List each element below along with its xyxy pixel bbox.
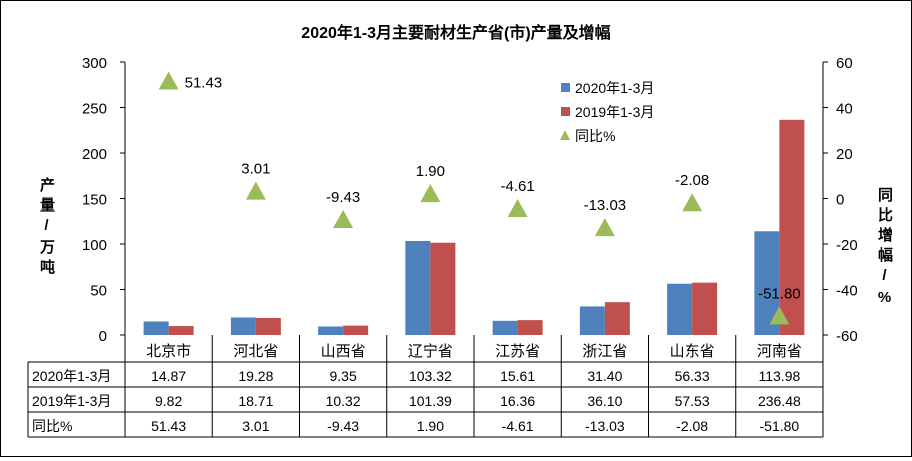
bar-2020 [492,320,518,335]
right-tick-label: 40 [836,101,853,118]
category-label: 河北省 [233,343,278,360]
bar-2019 [604,302,630,335]
category-label: 江苏省 [495,343,540,360]
table-cell: -9.43 [327,418,359,434]
legend-swatch [561,107,570,116]
table-cell: -2.08 [676,418,708,434]
triangle-marker [333,209,354,228]
table-cell: -51.80 [760,418,800,434]
table-cell: 113.98 [758,368,800,384]
bar-2020 [230,317,256,335]
table-cell: 9.82 [155,393,182,409]
table-cell: 18.71 [238,393,273,409]
table-cell: 9.35 [330,368,357,384]
left-tick-label: 0 [99,328,107,345]
category-label: 浙江省 [582,343,627,360]
bar-2019 [517,320,543,335]
table-cell: 103.32 [409,368,452,384]
table-row-header: 2020年1-3月 [32,368,111,384]
right-tick-label: 60 [836,55,853,72]
bar-2019 [692,282,718,335]
table-cell: 10.32 [326,393,361,409]
right-tick-label: 20 [836,146,853,163]
marker-data-label: 1.90 [416,163,445,180]
left-tick-label: 250 [82,101,107,118]
table-cell: -4.61 [502,418,534,434]
left-tick-label: 150 [82,192,107,209]
marker-data-label: -51.80 [758,285,801,302]
right-axis-title: 同比增幅/% [876,187,893,311]
left-tick-label: 100 [82,237,107,254]
table-cell: 36.10 [587,393,622,409]
bar-2019 [779,119,805,336]
marker-data-label: 51.43 [185,74,223,91]
table-cell: 3.01 [242,418,269,434]
table-cell: 14.87 [151,368,186,384]
category-label: 河南省 [757,343,802,360]
bar-2020 [318,326,344,335]
left-tick-label: 300 [82,55,107,72]
category-label: 北京市 [146,343,191,360]
bar-2020 [667,283,693,335]
triangle-marker [158,71,179,90]
table-cell: 101.39 [409,393,452,409]
table-cell: 16.36 [500,393,535,409]
triangle-marker [769,306,790,325]
left-tick-label: 50 [90,283,107,300]
marker-data-label: -2.08 [675,172,709,189]
bar-2020 [579,306,605,335]
bar-2019 [430,242,456,335]
triangle-marker [594,218,615,237]
legend-label: 2020年1-3月 [575,80,654,96]
category-label: 山东省 [670,343,715,360]
table-cell: 57.53 [675,393,710,409]
right-tick-label: -40 [836,283,858,300]
table-row-header: 2019年1-3月 [32,393,111,409]
triangle-marker [682,193,703,212]
bar-2019 [168,326,194,335]
category-label: 辽宁省 [408,343,453,360]
table-cell: 19.28 [238,368,273,384]
right-tick-label: 0 [836,192,844,209]
table-cell: 51.43 [151,418,186,434]
table-cell: 236.48 [758,393,801,409]
bar-2019 [343,325,369,335]
table-cell: 1.90 [417,418,444,434]
marker-data-label: -13.03 [584,197,627,214]
legend-swatch [561,83,570,92]
legend-label: 2019年1-3月 [575,104,654,120]
triangle-marker [245,181,266,200]
marker-data-label: 3.01 [241,161,270,178]
category-label: 山西省 [321,343,366,360]
marker-data-label: -9.43 [326,189,360,206]
chart-title: 2020年1-3月主要耐材生产省(市)产量及增幅 [301,23,610,42]
bar-2020 [405,240,431,335]
triangle-marker [507,198,528,217]
table-cell: 56.33 [675,368,710,384]
legend-triangle [560,130,570,140]
bar-2020 [143,321,169,335]
right-tick-label: -20 [836,237,858,254]
marker-data-label: -4.61 [501,178,535,195]
triangle-marker [420,184,441,203]
table-cell: -13.03 [585,418,625,434]
table-cell: 15.61 [500,368,535,384]
legend-label: 同比% [575,128,615,144]
bar-2019 [255,317,281,335]
left-tick-label: 200 [82,146,107,163]
left-axis-title: 产量/万吨 [38,177,55,279]
table-cell: 31.40 [587,368,622,384]
table-row-header: 同比% [32,418,72,434]
right-tick-label: -60 [836,328,858,345]
